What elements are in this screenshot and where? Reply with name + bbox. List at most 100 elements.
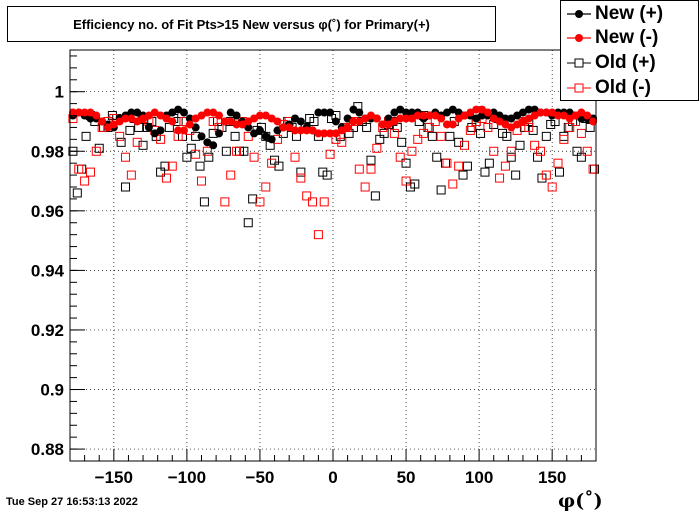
data-point (267, 135, 276, 144)
data-point (500, 161, 510, 171)
data-point (77, 164, 87, 174)
data-point (331, 117, 340, 126)
data-point (372, 114, 381, 123)
data-point (221, 146, 231, 156)
legend-item-new-plus: New (+) (561, 2, 698, 26)
data-point (68, 108, 77, 117)
data-point (530, 140, 540, 150)
data-point (502, 131, 512, 141)
data-point (220, 197, 230, 207)
data-point (296, 167, 306, 177)
data-point (273, 117, 282, 126)
data-point (121, 114, 130, 123)
data-point (208, 116, 218, 126)
legend: New (+) New (-) Old (+) Old (-) (560, 0, 699, 101)
legend-label-new-minus: New (-) (595, 27, 659, 48)
data-point (448, 120, 457, 129)
data-point (554, 111, 563, 120)
data-point (432, 152, 442, 162)
data-point (116, 137, 126, 147)
data-point (309, 116, 319, 126)
data-point (362, 122, 372, 132)
data-point (576, 152, 586, 162)
timestamp: Tue Sep 27 16:53:13 2022 (6, 496, 138, 508)
data-point (80, 108, 89, 117)
data-point (74, 164, 84, 174)
data-point (308, 197, 318, 207)
data-point (366, 155, 376, 165)
data-point (442, 120, 451, 129)
data-point (85, 167, 95, 177)
data-point (395, 152, 405, 162)
data-point (419, 111, 428, 120)
data-point (91, 146, 101, 156)
data-point (239, 146, 249, 156)
data-point (215, 111, 224, 120)
data-point (524, 105, 533, 114)
data-point (279, 123, 288, 132)
data-point (202, 146, 212, 156)
data-point (314, 108, 323, 117)
legend-marker-red-filled-circle (567, 34, 591, 42)
data-point (220, 117, 229, 126)
data-point (199, 197, 209, 207)
data-point (565, 122, 575, 132)
data-point (125, 125, 135, 135)
data-point (366, 164, 376, 174)
data-point (248, 194, 258, 204)
data-point (349, 117, 358, 126)
data-point (290, 152, 300, 162)
data-point (156, 134, 166, 144)
data-point (337, 137, 347, 147)
data-point (437, 114, 446, 123)
data-point (255, 126, 264, 135)
x-tick-label: 150 (538, 468, 566, 487)
data-point (448, 179, 458, 189)
data-point (74, 108, 83, 117)
data-point (249, 152, 259, 162)
data-point (274, 161, 284, 171)
data-point (92, 111, 101, 120)
data-point (389, 128, 399, 138)
x-tick-label: −50 (246, 468, 275, 487)
axis-ticks (70, 55, 582, 462)
data-point (454, 137, 464, 147)
data-point (185, 114, 194, 123)
data-point (138, 140, 148, 150)
y-tick-label: 0.96 (31, 202, 64, 221)
data-point (354, 164, 364, 174)
legend-label-old-minus: Old (-) (595, 77, 651, 98)
data-point (343, 123, 352, 132)
y-tick-label: 0.9 (40, 381, 64, 400)
data-point (232, 120, 241, 129)
data-point (185, 120, 194, 129)
data-point (515, 140, 525, 150)
data-point (588, 164, 598, 174)
data-point (313, 230, 323, 240)
data-point (533, 152, 543, 162)
data-point (402, 114, 411, 123)
data-point (379, 128, 389, 138)
legend-item-old-minus: Old (-) (561, 76, 698, 100)
data-point (126, 170, 136, 180)
data-point (243, 218, 253, 228)
data-point (291, 126, 300, 135)
data-point (402, 108, 411, 117)
data-point (419, 128, 429, 138)
data-point (296, 126, 305, 135)
data-point (476, 128, 486, 138)
data-point (410, 179, 420, 189)
data-point (589, 117, 598, 126)
x-tick-label: −150 (95, 468, 133, 487)
legend-label-old-plus: Old (+) (595, 52, 656, 73)
data-point (484, 158, 494, 168)
data-point (483, 122, 493, 132)
data-point (296, 173, 306, 183)
legend-label-new-plus: New (+) (595, 3, 664, 24)
data-point (81, 131, 91, 141)
data-point (326, 129, 335, 138)
data-point (396, 114, 405, 123)
y-tick-label: 1 (55, 83, 64, 102)
data-point (458, 170, 468, 180)
data-point (536, 108, 545, 117)
